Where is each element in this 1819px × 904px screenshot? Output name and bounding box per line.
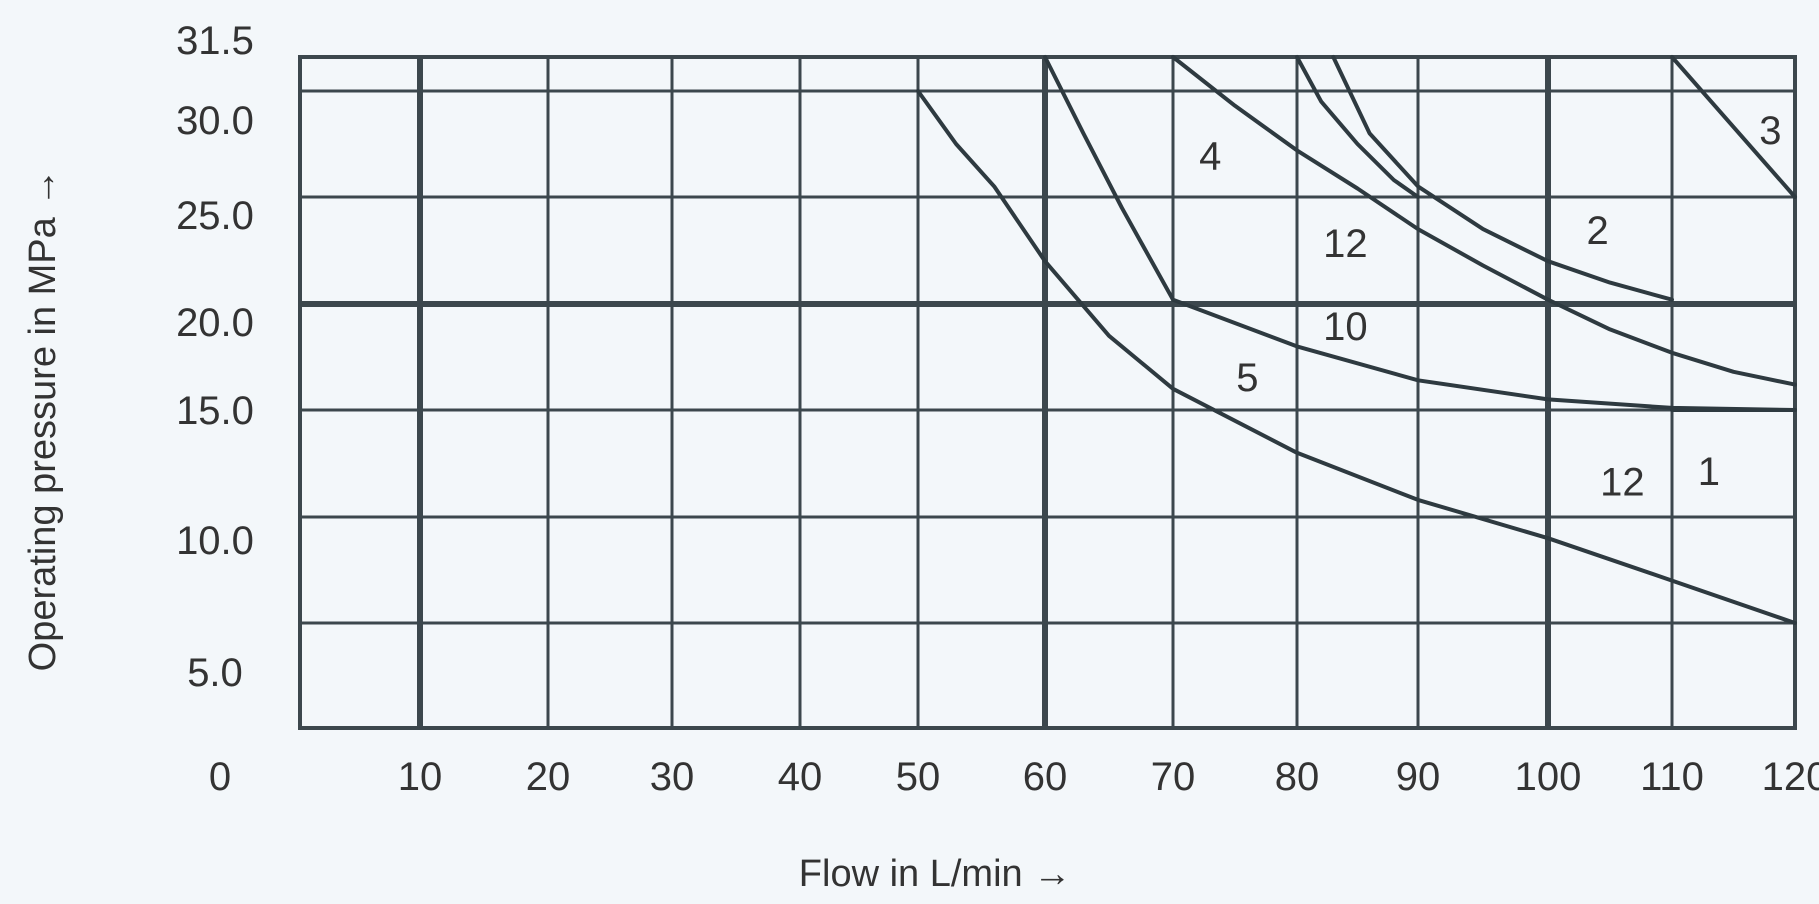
curve-series-2 — [1331, 55, 1674, 302]
y-tick-label: 30.0 — [176, 99, 254, 143]
x-axis-label: Flow in L/min → — [799, 853, 1071, 895]
x-tick-label: 70 — [1151, 755, 1196, 799]
curves — [916, 55, 1797, 625]
curve-series-10 — [1171, 297, 1797, 412]
curve-series-3 — [1670, 55, 1797, 199]
curve-label-1: 1 — [1698, 450, 1720, 494]
y-tick-label: 5.0 — [187, 651, 243, 695]
curve-label-3: 3 — [1759, 109, 1781, 153]
y-tick-label: 25.0 — [176, 194, 254, 238]
x-tick-label: 30 — [650, 755, 695, 799]
x-tick-label: 90 — [1396, 755, 1441, 799]
x-tick-label: 80 — [1275, 755, 1320, 799]
y-tick-label: 15.0 — [176, 389, 254, 433]
curve-label-12: 12 — [1600, 460, 1645, 504]
x-tick-label: 40 — [778, 755, 823, 799]
curve-label-5: 5 — [1236, 356, 1258, 400]
x-tick-label: 120 — [1762, 755, 1819, 799]
x-tick-label: 20 — [526, 755, 571, 799]
curve-series-12 — [1043, 55, 1175, 302]
curve-label-2: 2 — [1586, 209, 1608, 253]
x-tick-label: 110 — [1640, 755, 1704, 799]
y-tick-label: 10.0 — [176, 519, 254, 563]
y-tick-label: 31.5 — [176, 19, 254, 63]
x-tick-label: 10 — [398, 755, 443, 799]
curve-label-12: 12 — [1323, 222, 1368, 266]
curve-label-4: 4 — [1199, 134, 1221, 178]
y-tick-label: 20.0 — [176, 301, 254, 345]
curve-label-10: 10 — [1323, 305, 1368, 349]
x-tick-label: 50 — [896, 755, 941, 799]
tick-labels: 0 10 20 30 40 50 60 70 80 90 100 110 1205.010.015.02… — [176, 19, 1819, 799]
curve-series-4 — [1171, 55, 1797, 387]
x-tick-label: 60 — [1023, 755, 1068, 799]
grid-lines — [298, 55, 1797, 730]
curve-series-12 — [1295, 55, 1420, 199]
x-tick-label: 0 — [209, 755, 231, 799]
x-tick-label: 100 — [1515, 755, 1582, 799]
curve-series-5 — [916, 89, 1797, 625]
y-axis-label: Operating pressure in MPa → — [22, 169, 64, 672]
